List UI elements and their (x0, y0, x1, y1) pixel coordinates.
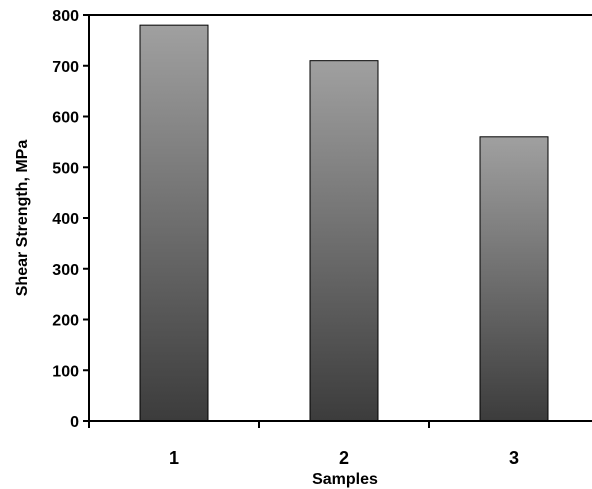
y-tick-label: 200 (52, 313, 79, 330)
y-tick-label: 700 (52, 59, 79, 76)
bar-sample-3 (479, 136, 549, 422)
x-tick-label: 2 (339, 448, 349, 468)
bar-sample-1 (139, 24, 209, 422)
y-tick-label: 800 (52, 8, 79, 25)
x-ticks: 1 2 3 (88, 421, 519, 468)
x-tick-label: 1 (169, 448, 179, 468)
y-tick-label: 300 (52, 262, 79, 279)
y-tick-label: 600 (52, 110, 79, 127)
x-tick-label: 3 (509, 448, 519, 468)
y-tick-label: 100 (52, 363, 79, 380)
y-tick-label: 500 (52, 160, 79, 177)
y-axis-title: Shear Strength, MPa (14, 140, 31, 297)
bar-sample-2 (309, 60, 379, 422)
y-tick-label: 400 (52, 211, 79, 228)
y-ticks: 0 100 200 300 400 500 600 700 800 (52, 8, 89, 431)
y-tick-label: 0 (70, 414, 79, 431)
x-axis-title: Samples (312, 471, 378, 488)
bars-layer (139, 24, 549, 422)
